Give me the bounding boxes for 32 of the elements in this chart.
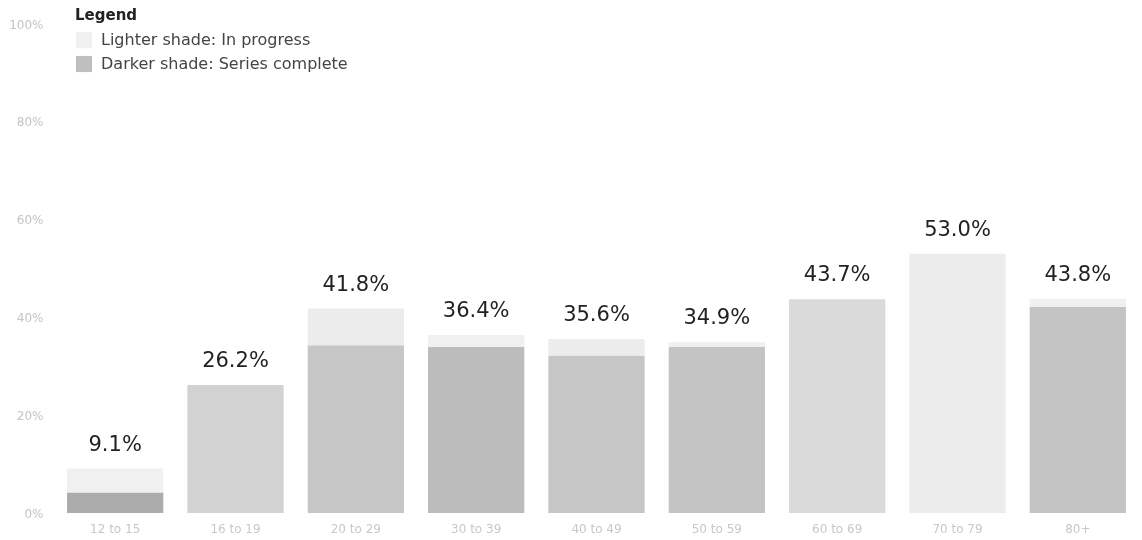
bar <box>789 299 886 513</box>
legend-label: Lighter shade: In progress <box>101 30 311 49</box>
y-tick-label: 100% <box>9 17 44 32</box>
bar <box>428 346 525 513</box>
bar <box>67 492 164 513</box>
bar <box>428 335 525 347</box>
bar <box>307 345 404 513</box>
bar <box>187 384 284 513</box>
total-label: 36.4% <box>442 298 510 322</box>
total-label: 53.0% <box>924 216 991 241</box>
bar <box>1029 298 1126 307</box>
total-label: 9.1% <box>88 431 142 456</box>
bar <box>67 468 164 493</box>
legend-title: Legend <box>75 6 138 24</box>
bar <box>668 346 765 513</box>
total-label: 26.2% <box>202 347 269 372</box>
bar <box>307 308 404 346</box>
total-label: 34.9% <box>683 305 751 330</box>
total-label: 41.8% <box>322 271 390 296</box>
legend-label: Darker shade: Series complete <box>101 54 348 73</box>
total-label: 43.8% <box>1044 261 1112 286</box>
bar <box>548 355 645 513</box>
y-tick-label: 20% <box>16 408 44 423</box>
y-tick-label: 80% <box>16 115 44 130</box>
bar <box>548 338 645 356</box>
y-tick-label: 60% <box>16 213 44 228</box>
total-label: 35.6% <box>563 301 630 326</box>
total-label: 43.7% <box>803 262 871 287</box>
y-tick-label: 0% <box>24 506 44 521</box>
bar <box>1029 306 1126 513</box>
y-tick-label: 40% <box>16 310 44 325</box>
bar <box>668 342 765 347</box>
